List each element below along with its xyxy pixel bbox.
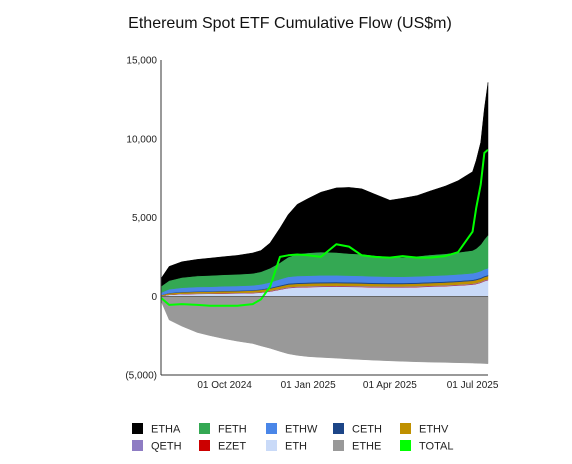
legend-swatch bbox=[266, 423, 277, 434]
y-tick-label: 0 bbox=[151, 292, 157, 303]
legend-swatch bbox=[199, 423, 210, 434]
legend-label: EZET bbox=[218, 441, 246, 453]
y-tick-label: 5,000 bbox=[132, 213, 157, 224]
legend-label: CETH bbox=[352, 424, 382, 436]
legend-label: ETHW bbox=[285, 424, 318, 436]
legend-swatch bbox=[333, 423, 344, 434]
legend-label: ETH bbox=[285, 441, 307, 453]
y-axis: 15,000 10,000 5,000 0 (5,000) bbox=[125, 56, 157, 382]
legend-label: ETHV bbox=[419, 424, 449, 436]
legend: ETHA FETH ETHW CETH ETHV QETH EZET ETH ETHE TOTAL bbox=[132, 423, 453, 453]
x-tick-label: 01 Jul 2025 bbox=[447, 380, 499, 391]
legend-swatch bbox=[132, 423, 143, 434]
line-total bbox=[160, 149, 489, 307]
legend-item-ethv: ETHV bbox=[400, 423, 449, 436]
legend-item-ethw: ETHW bbox=[266, 423, 318, 436]
legend-label: TOTAL bbox=[419, 441, 453, 453]
area-ethe bbox=[160, 296, 489, 364]
legend-item-eth: ETH bbox=[266, 440, 307, 453]
x-tick-label: 01 Oct 2024 bbox=[197, 380, 252, 391]
legend-label: ETHE bbox=[352, 441, 381, 453]
legend-label: FETH bbox=[218, 424, 247, 436]
x-tick-label: 01 Apr 2025 bbox=[363, 380, 417, 391]
legend-swatch bbox=[400, 440, 411, 451]
y-tick-label: (5,000) bbox=[125, 371, 157, 382]
legend-swatch bbox=[266, 440, 277, 451]
legend-item-ceth: CETH bbox=[333, 423, 382, 436]
legend-label: ETHA bbox=[151, 424, 181, 436]
legend-swatch bbox=[400, 423, 411, 434]
legend-item-ethe: ETHE bbox=[333, 440, 381, 453]
legend-item-qeth: QETH bbox=[132, 440, 182, 453]
legend-label: QETH bbox=[151, 441, 182, 453]
y-tick-label: 10,000 bbox=[126, 134, 157, 145]
y-tick-label: 15,000 bbox=[126, 56, 157, 67]
legend-item-total: TOTAL bbox=[400, 440, 453, 453]
chart-title: Ethereum Spot ETF Cumulative Flow (US$m) bbox=[128, 15, 452, 32]
legend-swatch bbox=[199, 440, 210, 451]
plot-area bbox=[160, 60, 489, 376]
x-axis: 01 Oct 2024 01 Jan 2025 01 Apr 2025 01 Jul … bbox=[197, 380, 499, 391]
legend-swatch bbox=[132, 440, 143, 451]
legend-item-ezet: EZET bbox=[199, 440, 246, 453]
legend-swatch bbox=[333, 440, 344, 451]
area-etha bbox=[160, 82, 489, 287]
legend-item-etha: ETHA bbox=[132, 423, 181, 436]
x-tick-label: 01 Jan 2025 bbox=[281, 380, 336, 391]
legend-item-feth: FETH bbox=[199, 423, 247, 436]
